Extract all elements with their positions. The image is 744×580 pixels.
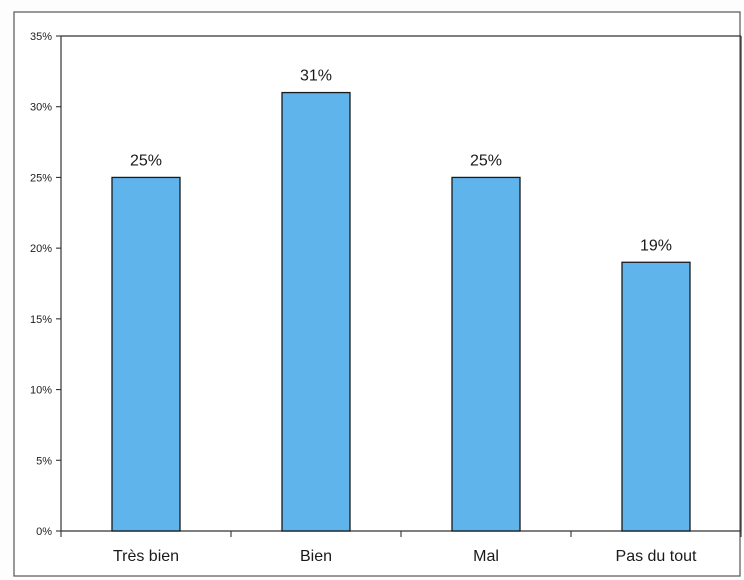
bar xyxy=(281,91,351,532)
bar xyxy=(111,176,181,532)
category-label: Mal xyxy=(473,548,499,565)
data-label: 25% xyxy=(470,152,502,169)
y-tick-label: 15% xyxy=(30,314,52,326)
data-label: 31% xyxy=(300,68,332,85)
data-labels-group: 25% 31% 25% 19% xyxy=(130,68,672,255)
y-tick-label: 10% xyxy=(30,385,52,397)
y-tick-label: 30% xyxy=(30,102,52,114)
bars-group xyxy=(111,91,691,532)
category-label: Très bien xyxy=(113,548,179,565)
data-label: 19% xyxy=(640,237,672,254)
x-axis-ticks xyxy=(60,531,742,537)
bar xyxy=(621,261,691,532)
y-tick-label: 0% xyxy=(36,526,52,538)
category-label: Bien xyxy=(300,548,332,565)
y-tick-label: 20% xyxy=(30,243,52,255)
category-label: Pas du tout xyxy=(616,548,698,565)
y-axis-ticks: 0% 5% 10% 15% 20% 25% 30% 35% xyxy=(30,31,61,538)
data-label: 25% xyxy=(130,152,162,169)
bar xyxy=(451,176,521,532)
y-tick-label: 25% xyxy=(30,172,52,184)
category-labels-group: Très bien Bien Mal Pas du tout xyxy=(113,548,697,565)
y-tick-label: 35% xyxy=(30,31,52,43)
y-tick-label: 5% xyxy=(36,455,52,467)
